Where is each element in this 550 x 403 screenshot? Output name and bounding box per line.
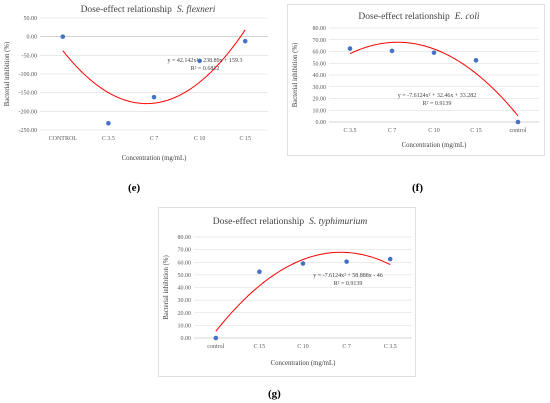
y-tick-label-f: 40.00 xyxy=(313,73,327,79)
chart-panel-g: Dose-effect relationship S. typhimurium 8… xyxy=(158,207,416,377)
y-tick-label-g: 20.00 xyxy=(178,311,192,317)
data-point-g xyxy=(387,256,393,262)
data-point-g xyxy=(257,269,262,275)
trendline-r2-e: R² = 0.6812 xyxy=(191,66,220,72)
x-tick-label-f: C 7 xyxy=(388,128,397,134)
x-tick-label-f: C 3.5 xyxy=(343,128,356,134)
x-tick-label-g: C 7 xyxy=(342,344,351,350)
chart-title-f: Dose-effect relationship E. coli xyxy=(358,11,480,22)
y-tick-label-e: -50.00 xyxy=(22,53,38,59)
chart-svg-f: Dose-effect relationship E. coli 80.00 70.… xyxy=(287,4,545,156)
data-point-e xyxy=(197,58,202,64)
y-tick-label-g: 0.00 xyxy=(181,336,192,342)
chart-frame-g xyxy=(158,207,416,377)
y-tick-label-e: -150.00 xyxy=(19,91,38,97)
chart-title-e: Dose-effect relationship S. flexneri xyxy=(81,4,216,15)
x-tick-label-g: C 3.5 xyxy=(384,344,397,350)
x-axis-title-g: Concentration (mg/mL) xyxy=(271,360,336,367)
x-tick-label-e: C 3.5 xyxy=(102,136,115,142)
data-point-f xyxy=(431,50,437,55)
data-point-g xyxy=(300,261,306,266)
x-tick-label-g: C 15 xyxy=(254,344,266,350)
data-point-e xyxy=(60,34,66,39)
chart-svg-e: Dose-effect relationship S. flexneri 50.0… xyxy=(4,4,268,162)
x-tick-label-g: C 10 xyxy=(297,344,309,350)
x-tick-label-e: C 10 xyxy=(194,136,206,142)
y-axis-title-f: Bacterial inhibition (%) xyxy=(292,43,299,108)
y-tick-label-f: 30.00 xyxy=(313,85,327,91)
y-tick-label-e: 0.00 xyxy=(27,35,38,41)
y-tick-label-f: 20.00 xyxy=(313,97,327,103)
trendline-e xyxy=(62,29,246,105)
y-tick-label-f: 60.00 xyxy=(313,50,327,56)
trendline-equation-e: y = 42.142x² - 238.89x + 159.3 xyxy=(167,58,242,64)
x-tick-label-f: C 10 xyxy=(428,128,440,134)
y-tick-label-f: 10.00 xyxy=(313,108,327,114)
y-tick-label-e: 50.00 xyxy=(24,16,38,22)
y-tick-label-e: -200.00 xyxy=(19,109,38,115)
data-point-f xyxy=(347,46,353,51)
y-tick-label-f: 70.00 xyxy=(313,38,327,44)
x-tick-label-g: control xyxy=(207,344,224,350)
y-tick-label-g: 10.00 xyxy=(178,323,192,329)
plot-area-f: 80.00 70.00 60.00 50.00 40.00 30.00 20.00 10.00… xyxy=(292,26,539,149)
data-point-f xyxy=(389,48,395,54)
y-tick-label-g: 50.00 xyxy=(178,273,192,279)
trendline-equation-f: y = -7.6124x² + 32.46x + 33.282 xyxy=(398,93,476,99)
data-point-g xyxy=(344,259,349,264)
trendline-r2-g: R² = 0.9139 xyxy=(334,281,363,287)
y-tick-label-g: 30.00 xyxy=(178,298,192,304)
trendline-r2-f: R² = 0.9139 xyxy=(423,101,452,107)
plot-area-e: 50.00 0.00 -50.00 -100.00 -150.00 -200.00 -250… xyxy=(4,16,268,162)
chart-panel-f: Dose-effect relationship E. coli 80.00 70.… xyxy=(287,4,545,156)
y-tick-label-f: 50.00 xyxy=(313,61,327,67)
data-point-e xyxy=(242,38,248,44)
chart-title-g: Dose-effect relationship S. typhimurium xyxy=(213,216,368,227)
y-tick-label-e: -100.00 xyxy=(19,72,38,78)
x-tick-label-f: C 15 xyxy=(470,128,482,134)
y-axis-title-e: Bacterial inhibition (%) xyxy=(4,42,11,107)
chart-panel-e: Dose-effect relationship S. flexneri 50.0… xyxy=(0,0,272,180)
data-point-f xyxy=(515,119,521,125)
x-tick-label-e: CONTROL xyxy=(49,136,78,142)
plot-area-g: 80.00 70.00 60.00 50.00 40.00 30.00 20.00 10.00… xyxy=(163,235,412,367)
data-point-e xyxy=(106,120,111,126)
panel-caption-g: (g) xyxy=(268,388,281,400)
trendline-g xyxy=(215,251,391,332)
data-point-g xyxy=(213,335,219,341)
panel-caption-f: (f) xyxy=(412,182,423,194)
y-tick-label-g: 40.00 xyxy=(178,286,192,292)
chart-frame-f xyxy=(287,4,545,156)
x-tick-label-e: C 15 xyxy=(239,136,251,142)
chart-svg-g: Dose-effect relationship S. typhimurium 8… xyxy=(158,207,416,377)
y-tick-label-g: 70.00 xyxy=(178,248,192,254)
data-point-f xyxy=(473,58,479,63)
y-tick-label-g: 60.00 xyxy=(178,260,192,266)
trendline-equation-g: y = -7.6124x² + 58.888x - 46 xyxy=(313,273,383,279)
y-axis-title-g: Bacterial inhibition (%) xyxy=(163,255,170,320)
x-tick-label-f: control xyxy=(510,128,527,134)
y-tick-label-e: -250.00 xyxy=(19,128,38,134)
x-axis-title-e: Concentration (mg/mL) xyxy=(122,155,187,162)
x-tick-label-e: C 7 xyxy=(150,136,159,142)
y-tick-label-g: 80.00 xyxy=(178,235,192,241)
x-axis-title-f: Concentration (mg/mL) xyxy=(402,142,467,149)
y-tick-label-f: 80.00 xyxy=(313,26,327,32)
trendline-f xyxy=(349,41,519,117)
panel-caption-e: (e) xyxy=(128,182,141,194)
data-point-e xyxy=(151,94,157,100)
y-tick-label-f: 0.00 xyxy=(316,120,327,126)
